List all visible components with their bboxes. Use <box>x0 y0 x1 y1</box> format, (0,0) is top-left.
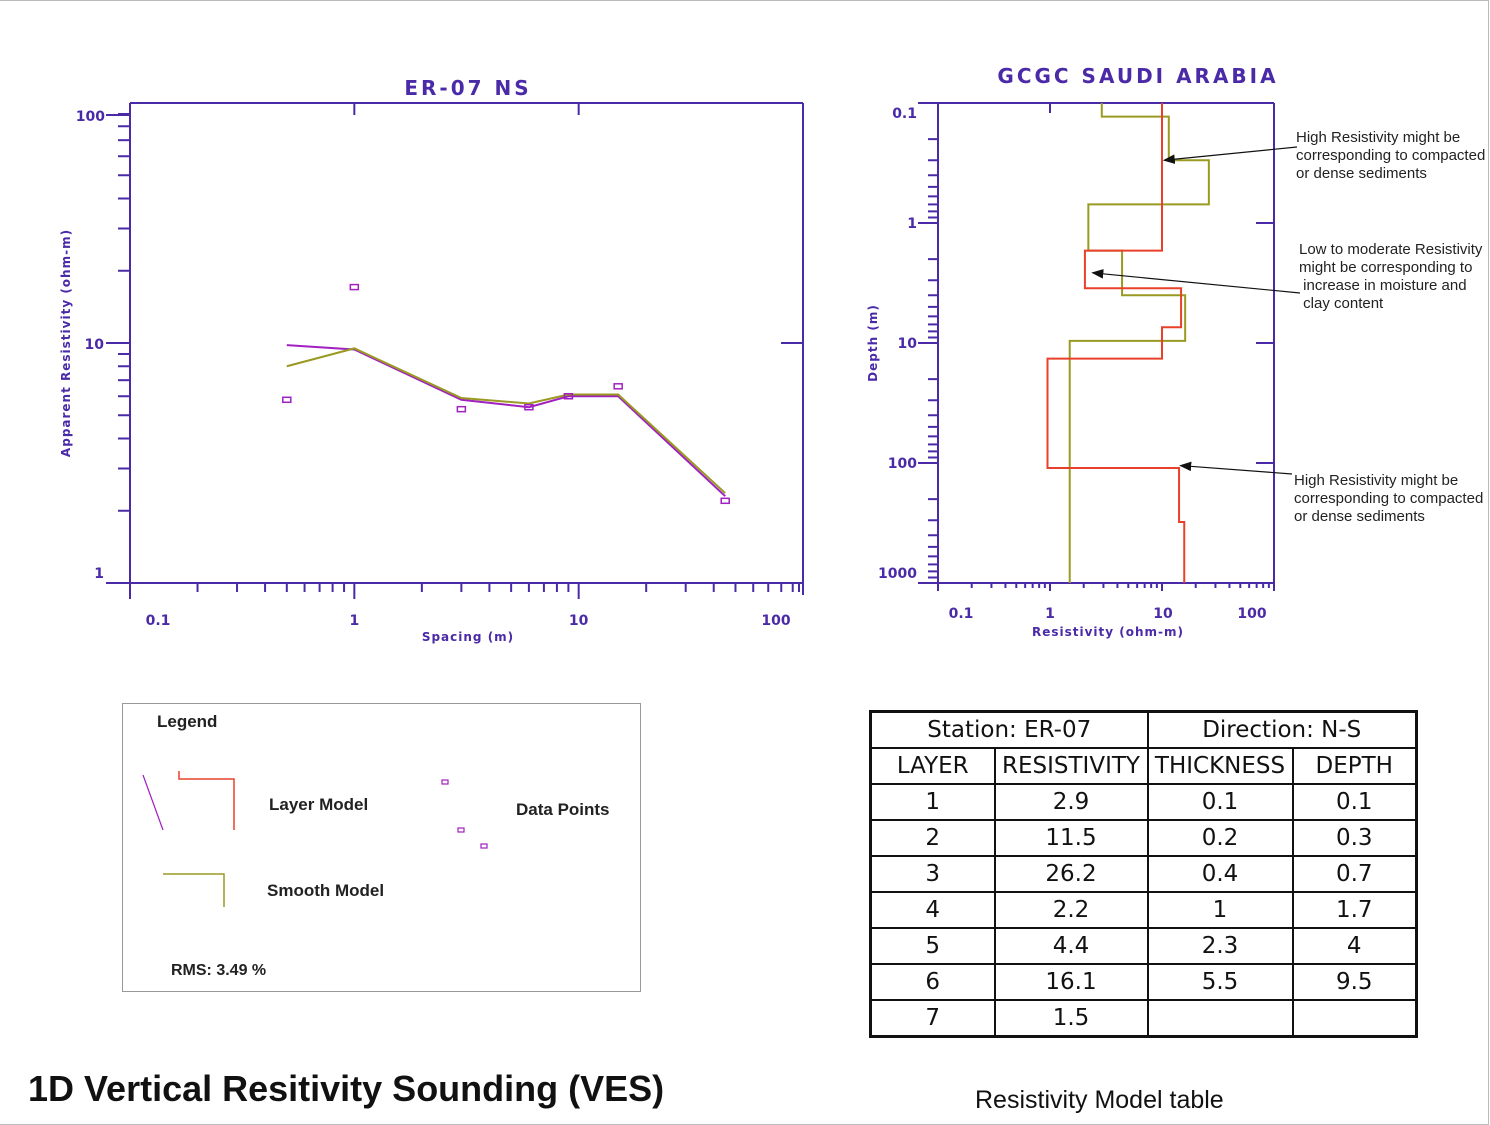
chart1-title: ER-07 NS <box>404 76 531 100</box>
annotation-3: High Resistivity might be corresponding … <box>1294 472 1484 525</box>
table-row: 6 16.1 5.5 9.5 <box>869 963 1418 1001</box>
y-tick-label: 100 <box>76 109 105 125</box>
table-cell: 5 <box>869 927 996 965</box>
x-tick-label: 0.1 <box>949 606 974 622</box>
table-cell: 1 <box>869 783 996 821</box>
table-row: 4 2.2 1 1.7 <box>869 891 1418 929</box>
legend-layer-model-swatch <box>178 771 235 830</box>
data-point <box>282 396 292 404</box>
resistivity-model-table: Station: ER-07 Direction: N-S LAYER RESIS… <box>869 710 1418 1038</box>
annotation-arrow <box>1179 461 1293 475</box>
y-tick-label: 0.1 <box>892 106 917 122</box>
table-cell: 4 <box>1291 927 1418 965</box>
data-point <box>720 497 730 505</box>
table-cell: 4.4 <box>993 927 1149 965</box>
annotation-2: Low to moderate Resistivity might be cor… <box>1299 241 1483 312</box>
layer-model-profile <box>1046 103 1186 583</box>
data-point <box>349 283 360 291</box>
table-cell: 0.7 <box>1291 855 1418 893</box>
x-tick-label: 1 <box>1045 606 1055 622</box>
table-cell: 1.5 <box>993 999 1149 1038</box>
data-point <box>524 403 534 411</box>
legend-swatches <box>142 771 488 907</box>
table-cell: 0.4 <box>1146 855 1294 893</box>
table-cell: 3 <box>869 855 996 893</box>
x-tick-label: 1 <box>349 613 359 629</box>
table-cell: 16.1 <box>993 963 1149 1001</box>
x-tick-label: 10 <box>569 613 589 629</box>
table-cell: 1 <box>1146 891 1294 929</box>
x-tick-label: 100 <box>761 613 790 629</box>
table-row: 2 11.5 0.2 0.3 <box>869 819 1418 857</box>
data-point <box>456 405 467 413</box>
table-cell: 5.5 <box>1146 963 1294 1001</box>
x-tick-label: 0.1 <box>146 613 171 629</box>
chart2-xlabel: Resistivity (ohm-m) <box>1032 625 1184 639</box>
y-tick-label: 1 <box>94 566 104 582</box>
chart1-xlabel: Spacing (m) <box>422 630 514 644</box>
legend-title: Legend <box>157 712 218 731</box>
table-cell: 4 <box>869 891 996 929</box>
table-cell: 11.5 <box>993 819 1149 857</box>
table-cell: 0.3 <box>1291 819 1418 857</box>
legend-data-point-swatch <box>441 779 449 785</box>
table-row: 3 26.2 0.4 0.7 <box>869 855 1418 893</box>
data-point <box>563 392 574 400</box>
y-tick-label: 10 <box>898 336 918 352</box>
y-tick-label: 1000 <box>878 566 917 582</box>
chart2-plot: 0.1 1 10 100 0.1 1 10 100 1000 <box>878 102 1301 622</box>
table-row: 7 1.5 <box>869 999 1418 1038</box>
chart1-plot: 0.1 1 10 100 1 10 100 <box>76 102 804 629</box>
annotation-arrow <box>1162 146 1298 164</box>
y-tick-label: 10 <box>85 337 105 353</box>
x-tick-label: 10 <box>1153 606 1173 622</box>
legend-layer-model: Layer Model <box>269 795 369 814</box>
table-cell <box>1146 999 1294 1038</box>
table-cell: 0.2 <box>1146 819 1294 857</box>
table-caption: Resistivity Model table <box>975 1086 1224 1114</box>
calculated-curve <box>286 344 726 497</box>
table-cell <box>1291 999 1418 1038</box>
table-cell: 2 <box>869 819 996 857</box>
page-title: 1D Vertical Resitivity Sounding (VES) <box>28 1068 665 1109</box>
legend-data-point-swatch <box>457 827 465 833</box>
legend-box: Legend Layer Model Smooth Model Data Poi… <box>122 703 641 992</box>
table-cell: 9.5 <box>1291 963 1418 1001</box>
smooth-model-curve <box>286 347 726 494</box>
legend-smooth-model-swatch <box>163 873 225 907</box>
table-cell: 7 <box>869 999 996 1038</box>
annotation-arrow <box>1091 269 1301 294</box>
table-cell: 6 <box>869 963 996 1001</box>
data-point <box>613 383 623 390</box>
column-header: THICKNESS <box>1146 747 1294 785</box>
table-cell: 26.2 <box>993 855 1149 893</box>
annotation-1: High Resistivity might be corresponding … <box>1296 129 1486 182</box>
table-row: 5 4.4 2.3 4 <box>869 927 1418 965</box>
column-header: DEPTH <box>1291 747 1418 785</box>
rms-value: RMS: 3.49 % <box>171 962 267 979</box>
chart2-ylabel: Depth (m) <box>866 304 880 382</box>
station-cell: Station: ER-07 <box>869 710 1149 749</box>
table-cell: 2.3 <box>1146 927 1294 965</box>
table-cell: 0.1 <box>1291 783 1418 821</box>
chart1-ylabel: Apparent Resistivity (ohm-m) <box>59 229 73 457</box>
table-cell: 1.7 <box>1291 891 1418 929</box>
table-cell: 2.2 <box>993 891 1149 929</box>
column-header: RESISTIVITY <box>993 747 1149 785</box>
legend-calculated-swatch <box>142 774 164 831</box>
column-header: LAYER <box>869 747 996 785</box>
legend-data-points: Data Points <box>516 800 610 819</box>
y-tick-label: 100 <box>888 456 917 472</box>
smooth-model-profile <box>1068 103 1210 583</box>
direction-cell: Direction: N-S <box>1146 710 1418 749</box>
legend-data-point-swatch <box>480 843 488 849</box>
y-tick-label: 1 <box>907 216 917 232</box>
chart2-title: GCGC SAUDI ARABIA <box>997 64 1278 88</box>
x-tick-label: 100 <box>1237 606 1266 622</box>
table-row: 1 2.9 0.1 0.1 <box>869 783 1418 821</box>
legend-smooth-model: Smooth Model <box>267 881 385 900</box>
table-cell: 2.9 <box>993 783 1149 821</box>
table-cell: 0.1 <box>1146 783 1294 821</box>
